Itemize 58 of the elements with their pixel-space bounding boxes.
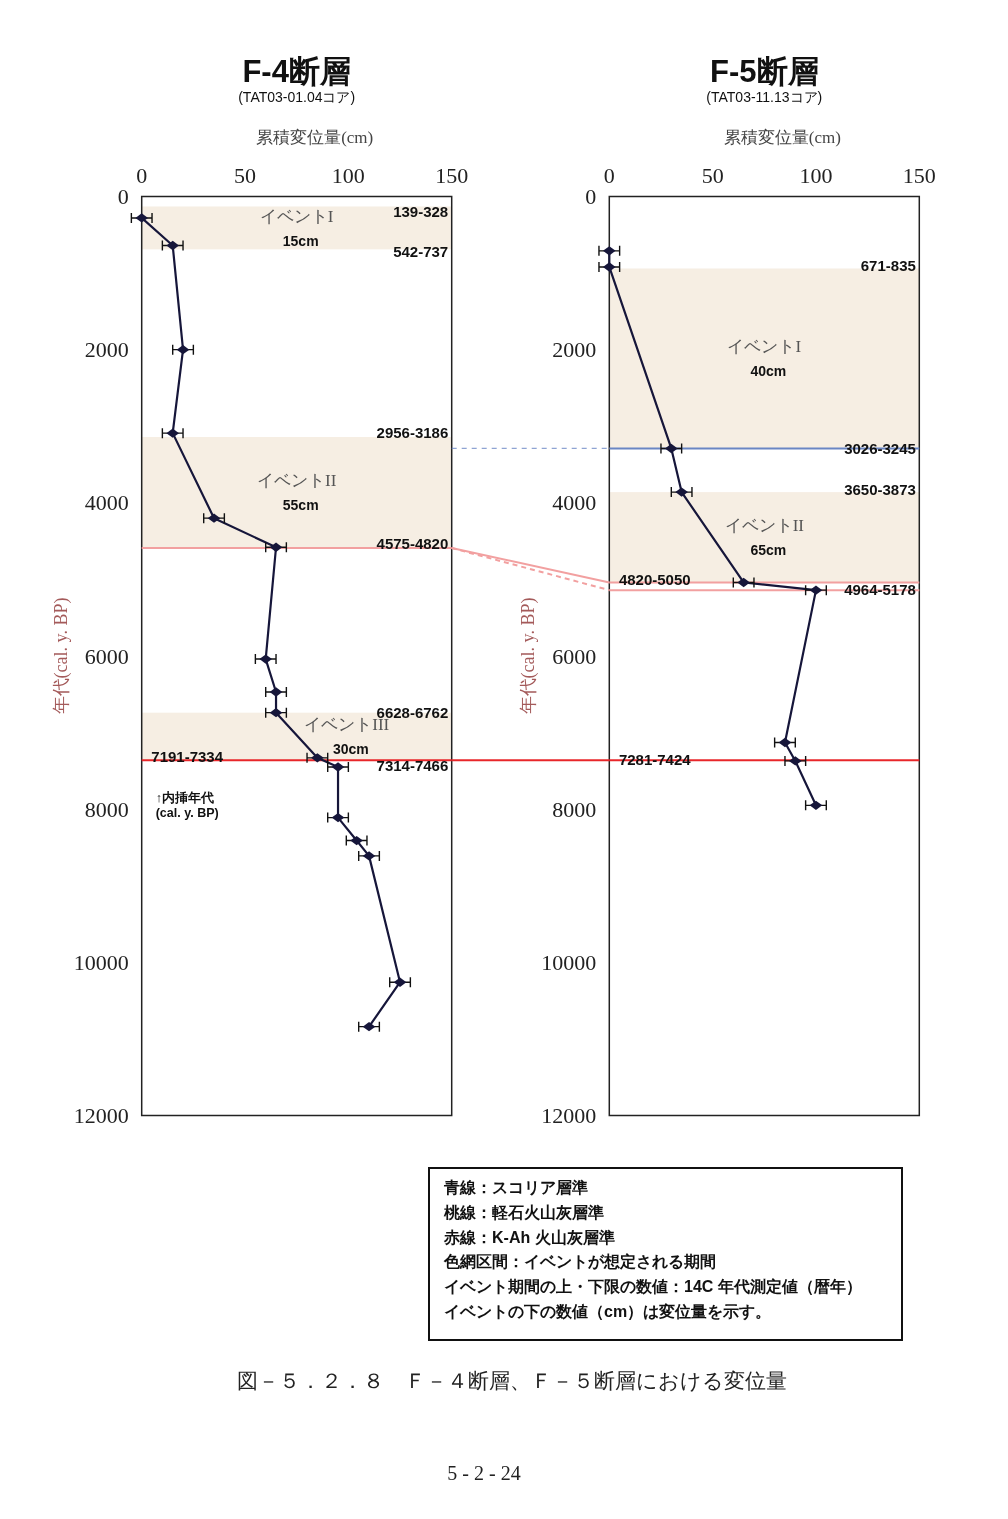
y-tick-label: 12000: [73, 1103, 129, 1128]
y-tick-label: 0: [117, 184, 129, 209]
y-tick-label: 6000: [84, 643, 129, 669]
annotation: 30cm: [332, 741, 369, 758]
annotation: 671-835: [860, 256, 916, 274]
annotation: 55cm: [282, 497, 319, 514]
x-tick-label: 50: [701, 163, 724, 188]
band-label: イベントI: [727, 336, 802, 356]
annotation: 139-328: [393, 202, 449, 220]
x-tick-label: 150: [435, 163, 469, 188]
x-axis-title: 累積変位量(cm): [723, 127, 841, 147]
annotation: ↑内挿年代: [155, 791, 214, 806]
y-tick-label: 2000: [84, 337, 129, 363]
annotation: 4575-4820: [376, 534, 449, 552]
annotation: (cal. y. BP): [155, 806, 219, 821]
text: 色網区間：イベントが想定される期間: [443, 1252, 716, 1270]
chart-title: F-5断層: [710, 53, 819, 89]
y-tick-label: 10000: [541, 949, 597, 975]
annotation: 15cm: [282, 232, 319, 249]
x-tick-label: 100: [331, 163, 365, 188]
band-label: イベントII: [724, 515, 805, 535]
x-tick-label: 150: [902, 163, 936, 188]
x-axis-title: 累積変位量(cm): [256, 127, 374, 147]
band-label: イベントII: [257, 470, 337, 490]
y-tick-label: 10000: [73, 949, 129, 975]
y-tick-label: 8000: [84, 796, 129, 822]
text: 青線：スコリア層準: [443, 1178, 588, 1196]
text: 図－５．２．８ Ｆ－４断層、Ｆ－５断層における変位量: [237, 1369, 787, 1393]
annotation: 3650-3873: [844, 480, 916, 498]
text: 5 - 2 - 24: [447, 1462, 521, 1484]
y-tick-label: 2000: [552, 337, 597, 363]
y-axis-title: 年代(cal. y. BP): [50, 597, 72, 715]
chart-subtitle: (TAT03-01.04コア): [238, 89, 356, 105]
chart-subtitle: (TAT03-11.13コア): [706, 89, 823, 105]
text: イベントの下の数値（cm）は変位量を示す。: [444, 1301, 772, 1321]
x-tick-label: 100: [799, 163, 833, 188]
annotation: 7314-7466: [376, 756, 449, 774]
text: 赤線：K-Ah 火山灰層準: [443, 1228, 615, 1246]
text: イベント期間の上・下限の数値：14C 年代測定値（暦年）: [444, 1277, 862, 1296]
band-label: イベントI: [259, 206, 334, 226]
y-tick-label: 12000: [541, 1103, 597, 1128]
x-tick-label: 50: [234, 163, 257, 188]
x-tick-label: 0: [603, 163, 615, 188]
x-tick-label: 0: [136, 163, 148, 188]
annotation: 4820-5050: [618, 570, 691, 588]
y-axis-title: 年代(cal. y. BP): [518, 597, 540, 715]
y-tick-label: 8000: [552, 796, 597, 822]
y-tick-label: 0: [585, 184, 597, 209]
annotation: 542-737: [393, 242, 449, 260]
y-tick-label: 4000: [84, 490, 129, 516]
annotation: 4964-5178: [844, 580, 916, 598]
y-tick-label: 6000: [552, 643, 597, 669]
chart-title: F-4断層: [242, 53, 351, 89]
text: 桃線：軽石火山灰層準: [443, 1203, 604, 1221]
annotation: 2956-3186: [376, 423, 449, 441]
y-tick-label: 4000: [552, 490, 597, 516]
annotation: 65cm: [750, 542, 787, 559]
annotation: 40cm: [750, 363, 787, 380]
